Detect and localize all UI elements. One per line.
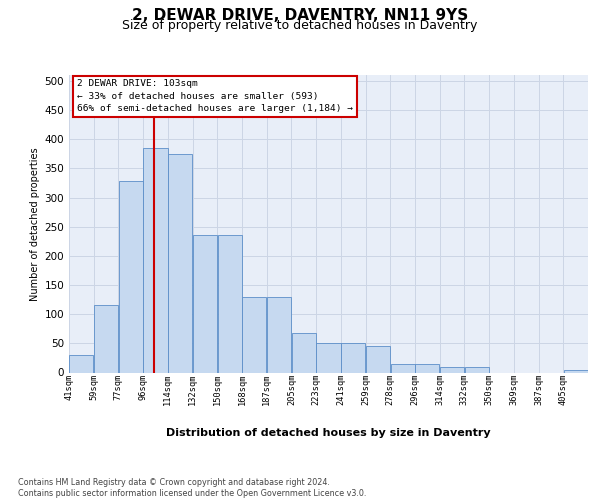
Bar xyxy=(563,370,588,372)
Bar xyxy=(366,346,390,372)
Bar xyxy=(143,148,167,372)
Bar xyxy=(391,364,415,372)
Bar xyxy=(267,296,291,372)
Bar xyxy=(292,333,316,372)
Text: 2, DEWAR DRIVE, DAVENTRY, NN11 9YS: 2, DEWAR DRIVE, DAVENTRY, NN11 9YS xyxy=(132,8,468,22)
Text: 2 DEWAR DRIVE: 103sqm
← 33% of detached houses are smaller (593)
66% of semi-det: 2 DEWAR DRIVE: 103sqm ← 33% of detached … xyxy=(77,80,353,114)
Bar xyxy=(218,236,242,372)
Y-axis label: Number of detached properties: Number of detached properties xyxy=(30,147,40,300)
Bar xyxy=(242,296,266,372)
Bar xyxy=(168,154,193,372)
Bar xyxy=(94,306,118,372)
Bar xyxy=(316,344,341,372)
Bar xyxy=(193,236,217,372)
Bar xyxy=(415,364,439,372)
Bar xyxy=(440,366,464,372)
Bar xyxy=(464,366,489,372)
Bar xyxy=(69,355,94,372)
Text: Distribution of detached houses by size in Daventry: Distribution of detached houses by size … xyxy=(166,428,491,438)
Text: Contains HM Land Registry data © Crown copyright and database right 2024.
Contai: Contains HM Land Registry data © Crown c… xyxy=(18,478,367,498)
Bar xyxy=(119,181,143,372)
Text: Size of property relative to detached houses in Daventry: Size of property relative to detached ho… xyxy=(122,19,478,32)
Bar xyxy=(341,344,365,372)
